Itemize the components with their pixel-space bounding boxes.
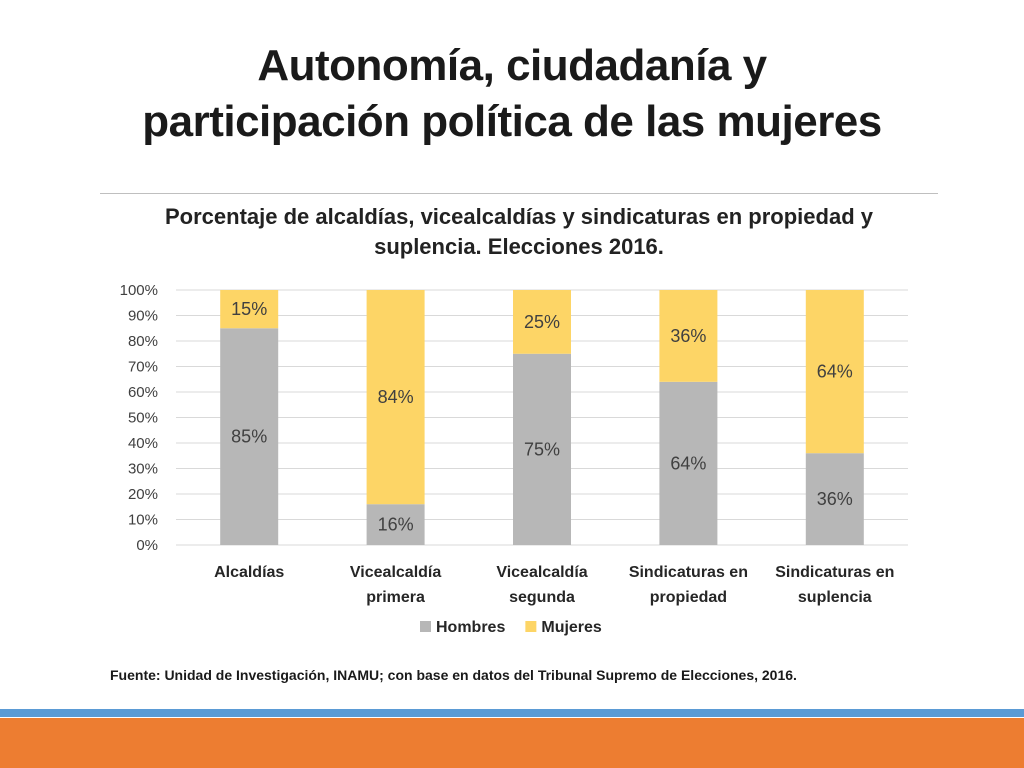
x-category-label: primera bbox=[366, 589, 425, 606]
y-tick-label: 100% bbox=[120, 282, 158, 299]
chart-title: Porcentaje de alcaldías, vicealcaldías y… bbox=[100, 202, 938, 262]
bar-mujeres bbox=[513, 290, 571, 354]
legend-label-mujeres: Mujeres bbox=[541, 619, 602, 636]
data-label-mujeres: 64% bbox=[817, 362, 853, 382]
x-category-label: Vicealcaldía bbox=[350, 564, 441, 581]
y-tick-label: 30% bbox=[128, 461, 158, 478]
bar-hombres bbox=[805, 453, 864, 545]
footer-orange-band bbox=[0, 718, 1024, 768]
bar-mujeres bbox=[366, 290, 425, 505]
source-note: Fuente: Unidad de Investigación, INAMU; … bbox=[110, 667, 797, 683]
data-label-mujeres: 84% bbox=[378, 387, 414, 407]
bar-hombres bbox=[659, 381, 718, 545]
x-category-label: segunda bbox=[509, 589, 575, 606]
data-label-hombres: 36% bbox=[817, 489, 853, 509]
bar-mujeres bbox=[805, 290, 864, 454]
x-category-label: propiedad bbox=[650, 589, 727, 606]
slide-title-line-2: participación política de las mujeres bbox=[142, 97, 882, 146]
data-label-mujeres: 15% bbox=[231, 299, 267, 319]
y-tick-label: 40% bbox=[128, 435, 158, 452]
slide-title: Autonomía, ciudadanía y participación po… bbox=[40, 38, 984, 150]
y-tick-label: 80% bbox=[128, 333, 158, 350]
y-tick-label: 70% bbox=[128, 359, 158, 376]
y-tick-label: 60% bbox=[128, 384, 158, 401]
y-tick-label: 90% bbox=[128, 308, 158, 325]
x-category-label: suplencia bbox=[798, 589, 872, 606]
bar-mujeres bbox=[659, 290, 718, 382]
data-label-mujeres: 25% bbox=[524, 312, 560, 332]
data-label-mujeres: 36% bbox=[670, 326, 706, 346]
y-tick-label: 10% bbox=[128, 512, 158, 529]
bar-hombres bbox=[366, 504, 425, 545]
legend-swatch-mujeres bbox=[525, 621, 537, 632]
y-tick-label: 50% bbox=[128, 410, 158, 427]
data-label-hombres: 85% bbox=[231, 427, 267, 447]
chart-title-line-2: suplencia. Elecciones 2016. bbox=[374, 234, 664, 259]
slide-title-line-1: Autonomía, ciudadanía y bbox=[257, 41, 767, 90]
x-category-label: Alcaldías bbox=[214, 564, 284, 581]
footer-blue-stripe bbox=[0, 709, 1024, 717]
x-category-label: Sindicaturas en bbox=[629, 564, 748, 581]
y-tick-label: 0% bbox=[136, 537, 158, 554]
y-tick-label: 20% bbox=[128, 486, 158, 503]
data-label-hombres: 16% bbox=[378, 515, 414, 535]
chart-title-line-1: Porcentaje de alcaldías, vicealcaldías y… bbox=[165, 204, 873, 229]
x-category-label: Sindicaturas en bbox=[775, 564, 894, 581]
bar-hombres bbox=[220, 328, 279, 545]
bar-mujeres bbox=[220, 290, 279, 329]
stacked-bar-chart: 0% 10% 20% 30% 40% 50% 60% 70% 80% 90% 100% 85% 15% A… bbox=[120, 282, 908, 636]
legend-swatch-hombres bbox=[420, 621, 431, 632]
data-label-hombres: 75% bbox=[524, 439, 560, 459]
bar-hombres bbox=[513, 353, 571, 545]
data-label-hombres: 64% bbox=[670, 453, 706, 473]
legend-label-hombres: Hombres bbox=[436, 619, 505, 636]
title-divider bbox=[100, 193, 938, 194]
x-category-label: Vicealcaldía bbox=[496, 564, 587, 581]
